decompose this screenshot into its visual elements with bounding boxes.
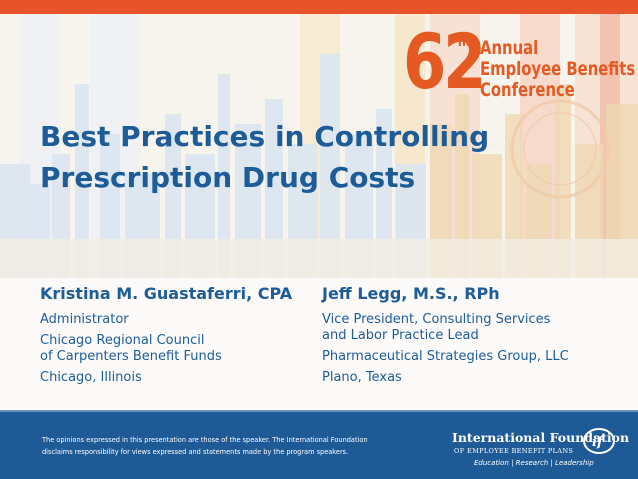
speaker-1: Kristina M. Guastaferri, CPA Administrat… xyxy=(40,284,318,391)
international-foundation-logo: International Foundation OF EMPLOYEE BEN… xyxy=(452,428,632,470)
disclaimer-text: The opinions expressed in this presentat… xyxy=(42,434,422,458)
svg-text:if: if xyxy=(592,435,605,450)
speaker-2-location: Plano, Texas xyxy=(322,370,402,385)
footer-divider xyxy=(0,410,638,413)
city-skyline-background xyxy=(0,14,638,279)
conference-name: Annual Employee Benefits Conference xyxy=(480,38,635,101)
speaker-1-org-line-1: Chicago Regional Council xyxy=(40,333,205,348)
speaker-2: Jeff Legg, M.S., RPh Vice President, Con… xyxy=(322,284,622,391)
speaker-1-role: Administrator xyxy=(40,312,129,327)
disclaimer-line-1: The opinions expressed in this presentat… xyxy=(42,436,368,444)
conference-ordinal: nd xyxy=(458,36,474,49)
slide-title: Best Practices in Controlling Prescripti… xyxy=(40,116,600,198)
speaker-2-org: Pharmaceutical Strategies Group, LLC xyxy=(322,349,569,364)
logo-subtitle: OF EMPLOYEE BENEFIT PLANS xyxy=(454,447,574,455)
logo-tagline: Education | Research | Leadership xyxy=(474,459,594,467)
title-line-1: Best Practices in Controlling xyxy=(40,120,490,153)
if-swoosh-logo-icon: if xyxy=(583,428,615,454)
top-accent-bar xyxy=(0,0,638,14)
speaker-2-role-line-2: and Labor Practice Lead xyxy=(322,328,479,343)
speaker-1-name: Kristina M. Guastaferri, CPA xyxy=(40,284,293,303)
speaker-1-org-line-2: of Carpenters Benefit Funds xyxy=(40,349,222,364)
speaker-2-role-line-1: Vice President, Consulting Services xyxy=(322,312,551,327)
title-line-2: Prescription Drug Costs xyxy=(40,161,416,194)
conference-line-3: Conference xyxy=(480,79,575,101)
speaker-1-location: Chicago, Illinois xyxy=(40,370,142,385)
conference-line-1: Annual xyxy=(480,37,539,59)
speakers-section: Kristina M. Guastaferri, CPA Administrat… xyxy=(0,278,638,410)
conference-line-2: Employee Benefits xyxy=(480,58,636,80)
disclaimer-line-2: disclaims responsibility for views expre… xyxy=(42,448,349,456)
conference-number: 62 xyxy=(403,17,486,106)
speaker-2-name: Jeff Legg, M.S., RPh xyxy=(322,284,500,303)
footer-bar: The opinions expressed in this presentat… xyxy=(0,412,638,479)
